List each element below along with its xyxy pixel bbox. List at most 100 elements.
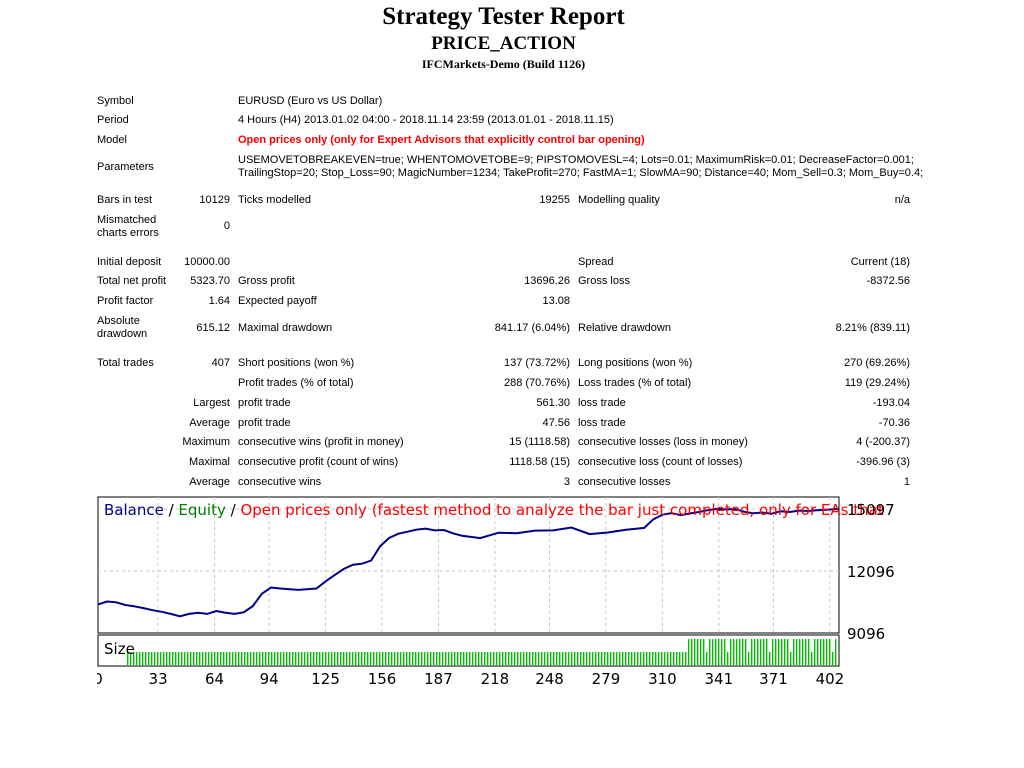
size-bar — [670, 652, 672, 665]
size-bar — [703, 639, 705, 665]
ticks-label: Ticks modelled — [238, 194, 311, 206]
average-label: Average — [189, 417, 230, 429]
size-bar — [769, 652, 771, 665]
size-bar — [496, 652, 498, 665]
size-bar — [253, 652, 255, 665]
size-bar — [190, 652, 192, 665]
spread-value: Current (18) — [850, 256, 910, 268]
chart-legend: Balance / Equity / Open prices only (fas… — [104, 501, 884, 519]
size-bar — [172, 652, 174, 665]
gross-loss-value: -8372.56 — [866, 275, 910, 287]
x-axis-labels: 0 33 64 94 125 156 187 218 248 279 310 341 371 402 — [97, 670, 844, 688]
size-bar — [169, 652, 171, 665]
size-bar — [484, 652, 486, 665]
size-bar — [766, 639, 768, 665]
main-plot-frame — [97, 496, 840, 634]
max-consecutive-losses-value: 4 (-200.37) — [856, 436, 910, 448]
size-bar — [457, 652, 459, 665]
size-bar — [508, 652, 510, 665]
size-bar — [409, 652, 411, 665]
size-bar — [199, 652, 201, 665]
net-profit-value: 5323.70 — [190, 275, 230, 287]
gross-profit-value: 13696.26 — [524, 275, 570, 287]
size-bar — [796, 639, 798, 665]
size-bar — [214, 652, 216, 665]
size-bar — [793, 639, 795, 665]
maximal-consecutive-loss-label: consecutive loss (count of losses) — [578, 456, 743, 468]
size-bar — [436, 652, 438, 665]
size-label: Size — [104, 640, 135, 658]
average-profit-value: 47.56 — [542, 417, 570, 429]
deposit-label: Initial deposit — [97, 256, 162, 268]
size-bar — [313, 652, 315, 665]
size-bar — [751, 639, 753, 665]
average-profit-label: profit trade — [238, 417, 291, 429]
size-bar — [598, 652, 600, 665]
x-tick-label: 33 — [149, 670, 168, 688]
size-bar — [604, 652, 606, 665]
size-bar — [400, 652, 402, 665]
size-bar — [499, 652, 501, 665]
size-bar — [292, 652, 294, 665]
size-bar — [439, 652, 441, 665]
size-bar — [550, 652, 552, 665]
size-bar — [340, 652, 342, 665]
size-bar — [682, 652, 684, 665]
size-bar — [646, 652, 648, 665]
size-bar — [463, 652, 465, 665]
size-bar — [787, 639, 789, 665]
size-bar — [427, 652, 429, 665]
absolute-drawdown-label: Absolute drawdown — [97, 315, 148, 340]
mismatch-label: Mismatched charts errors — [97, 214, 159, 239]
size-bar — [562, 652, 564, 665]
size-bar — [487, 652, 489, 665]
size-bar — [151, 652, 153, 665]
size-bar — [421, 652, 423, 665]
size-bar — [595, 652, 597, 665]
x-tick-label: 64 — [205, 670, 224, 688]
size-bar — [304, 652, 306, 665]
size-bar — [616, 652, 618, 665]
size-bar — [688, 639, 690, 665]
y-axis-labels: 9096 12096 15097 — [847, 501, 895, 643]
size-bar — [535, 652, 537, 665]
size-bar — [490, 652, 492, 665]
size-bar — [511, 652, 513, 665]
size-bar — [361, 652, 363, 665]
expected-payoff-value: 13.08 — [542, 295, 570, 307]
size-bar — [376, 652, 378, 665]
size-bar — [574, 652, 576, 665]
max-consecutive-wins-value: 15 (1118.58) — [509, 436, 570, 448]
size-bar — [823, 639, 825, 665]
expected-payoff-label: Expected payoff — [238, 295, 317, 307]
legend-separator-2: / — [226, 501, 241, 519]
size-bar — [529, 652, 531, 665]
size-bar — [226, 652, 228, 665]
y-tick-label: 9096 — [847, 625, 885, 643]
size-bar — [832, 652, 834, 665]
size-bar — [667, 652, 669, 665]
size-bar — [193, 652, 195, 665]
size-bar — [466, 652, 468, 665]
gross-profit-label: Gross profit — [238, 275, 295, 287]
size-bar — [709, 639, 711, 665]
size-bar — [661, 652, 663, 665]
size-bar — [157, 652, 159, 665]
legend-equity: Equity — [178, 501, 226, 519]
size-bar — [262, 652, 264, 665]
x-tick-label: 371 — [759, 670, 788, 688]
x-tick-label: 310 — [648, 670, 677, 688]
size-bar — [388, 652, 390, 665]
size-bar — [139, 652, 141, 665]
bars-label: Bars in test — [97, 194, 153, 206]
period-label: Period — [97, 114, 129, 126]
avg-consecutive-losses-value: 1 — [903, 476, 910, 488]
size-bar — [382, 652, 384, 665]
size-bar — [460, 652, 462, 665]
size-bar — [748, 652, 750, 665]
size-bar — [619, 652, 621, 665]
size-bar — [256, 652, 258, 665]
loss-trades-value: 119 (29.24%) — [844, 377, 910, 389]
long-positions-value: 270 (69.26%) — [843, 357, 910, 369]
size-bar — [316, 652, 318, 665]
